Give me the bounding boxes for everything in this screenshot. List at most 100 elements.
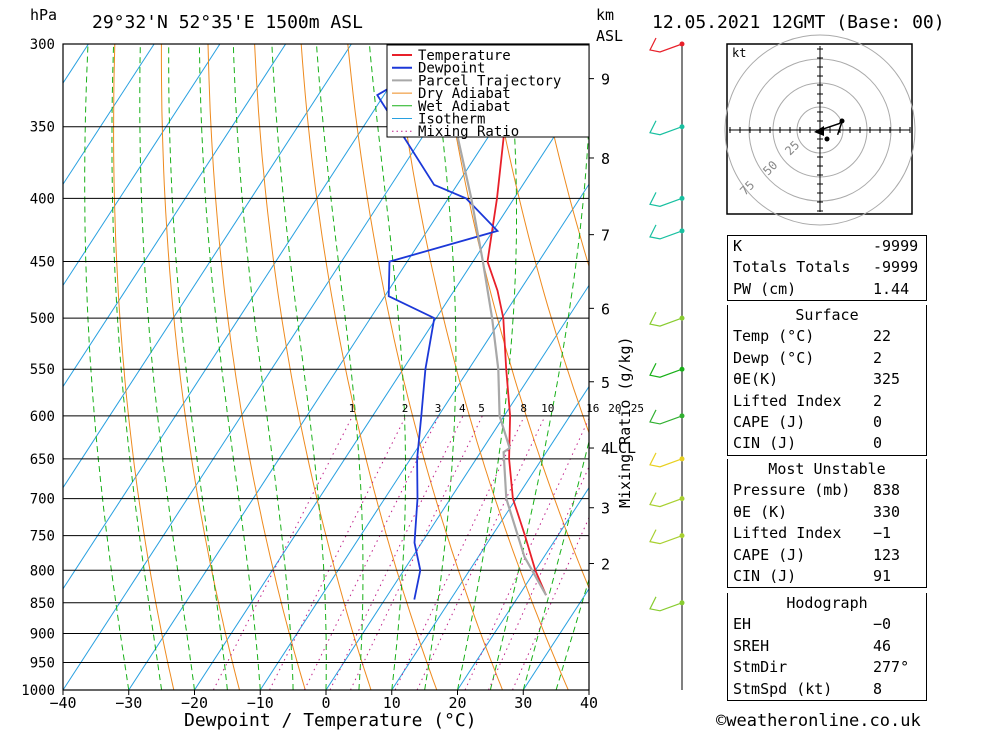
stats-key: StmSpd (kt) xyxy=(733,679,833,698)
stats-row: Lifted Index −1 xyxy=(728,523,926,544)
wind-barb xyxy=(649,192,683,207)
stats-table-title: Hodograph xyxy=(786,594,868,612)
legend-label: Dry Adiabat xyxy=(418,86,511,102)
mixing-ratio-label: 20 xyxy=(608,402,621,415)
stats-key: StmDir xyxy=(733,658,788,677)
stats-value: 330 xyxy=(873,502,901,521)
stats-row: EH −0 xyxy=(728,614,926,635)
wind-barb xyxy=(649,596,683,612)
lcl-label: LCL xyxy=(609,439,636,457)
stats-row: CAPE (J) 123 xyxy=(728,545,926,566)
x-tick-label: −40 xyxy=(49,694,76,712)
legend-label: Dewpoint xyxy=(418,61,485,77)
wet-adiabat-line xyxy=(198,44,261,690)
wind-barb xyxy=(649,409,683,425)
isotherm-line xyxy=(63,44,352,489)
isotherm-line xyxy=(194,82,589,690)
stats-value: 1.44 xyxy=(873,279,910,298)
stats-key: Lifted Index xyxy=(733,524,842,543)
km-tick-label: 5 xyxy=(601,374,610,392)
wind-barb xyxy=(649,37,683,53)
legend-label: Wet Adiabat xyxy=(418,99,511,115)
wet-adiabat-line xyxy=(555,577,589,690)
stats-key: θE(K) xyxy=(733,370,779,389)
pressure-tick-label: 650 xyxy=(30,452,55,468)
stats-value: -9999 xyxy=(873,237,919,255)
stats-key: CIN (J) xyxy=(733,434,797,453)
isotherm-line xyxy=(259,183,589,690)
x-tick-label: 20 xyxy=(448,694,466,712)
mixing-ratio-label: 1 xyxy=(349,402,356,415)
stats-value: -9999 xyxy=(873,258,919,277)
mixing-ratio-axis-title: Mixing Ratio (g/kg) xyxy=(616,336,634,508)
stats-key: Totals Totals xyxy=(733,258,851,277)
x-tick-label: 40 xyxy=(580,694,598,712)
pressure-tick-label: 300 xyxy=(30,37,55,53)
isotherm-line xyxy=(391,385,589,690)
stats-key: Lifted Index xyxy=(733,391,842,410)
dry-adiabat-line xyxy=(160,44,240,690)
legend-label: Isotherm xyxy=(418,112,485,128)
isotherm-line xyxy=(63,44,484,690)
pressure-tick-label: 850 xyxy=(30,596,55,612)
stats-row: SREH 46 xyxy=(728,636,926,657)
stats-key: θE (K) xyxy=(733,502,788,521)
mixing-ratio-line xyxy=(464,417,589,690)
hodograph-point xyxy=(824,136,830,142)
isotherm-line xyxy=(128,44,550,690)
hodograph-ring xyxy=(724,34,916,226)
pressure-tick-label: 450 xyxy=(30,255,55,271)
legend-label: Temperature xyxy=(418,48,511,64)
pressure-tick-label: 550 xyxy=(30,362,55,378)
stats-value: 46 xyxy=(873,636,892,655)
dry-adiabat-line xyxy=(113,44,175,690)
wind-barb xyxy=(649,492,683,508)
plot-frame xyxy=(62,43,590,691)
stats-row: K -9999 xyxy=(728,236,926,257)
km-unit-label: km xyxy=(596,6,614,24)
stats-value: 0 xyxy=(873,434,883,453)
legend-box xyxy=(386,44,590,138)
km-tick-label: 9 xyxy=(601,71,610,89)
datetime-title: 12.05.2021 12GMT (Base: 00) xyxy=(652,12,945,33)
x-tick-label: 10 xyxy=(383,694,401,712)
stats-value: 8 xyxy=(873,679,883,698)
stats-row: θE (K) 330 xyxy=(728,502,926,523)
isotherm-line xyxy=(325,284,589,690)
storm-motion-marker xyxy=(814,126,824,136)
mixing-ratio-label: 2 xyxy=(402,402,409,415)
mixing-ratio-label: 5 xyxy=(478,402,485,415)
stats-value: −0 xyxy=(873,615,892,634)
stats-table: Most Unstable Pressure (mb) 838 θE (K) 330 Li… xyxy=(727,459,927,589)
x-tick-label: −10 xyxy=(247,694,274,712)
stats-value: 0 xyxy=(873,412,883,431)
wet-adiabat-line xyxy=(271,44,327,690)
x-axis-title: Dewpoint / Temperature (°C) xyxy=(184,710,477,731)
pressure-tick-label: 950 xyxy=(30,655,55,671)
stats-value: 22 xyxy=(873,327,892,346)
pressure-tick-label: 1000 xyxy=(21,683,55,699)
pressure-tick-label: 900 xyxy=(30,626,55,642)
stats-row: StmDir 277° xyxy=(728,657,926,678)
pressure-tick-label: 350 xyxy=(30,120,55,136)
x-tick-label: −20 xyxy=(181,694,208,712)
hodograph-unit-label: kt xyxy=(732,46,746,60)
km-tick-label: 4 xyxy=(601,440,610,458)
stats-key: Temp (°C) xyxy=(733,327,815,346)
isotherm-line xyxy=(63,44,155,186)
wind-barb xyxy=(649,362,683,378)
copyright-footer: ©weatheronline.co.uk xyxy=(716,711,921,731)
wind-barb xyxy=(649,120,683,136)
stats-key: PW (cm) xyxy=(733,279,797,298)
stats-row: PW (cm) 1.44 xyxy=(728,279,926,300)
wind-barb xyxy=(649,529,683,545)
stats-key: CAPE (J) xyxy=(733,412,806,431)
dry-adiabat-line xyxy=(954,44,1000,690)
stats-row: Pressure (mb) 838 xyxy=(728,480,926,501)
isotherm-line xyxy=(63,44,287,388)
stats-value: 2 xyxy=(873,348,883,367)
stats-table: Surface Temp (°C) 22 Dewp (°C) 2 θE(K) 325 Lift… xyxy=(727,305,927,456)
stats-table: K -9999 Totals Totals -9999 PW (cm) 1.44 xyxy=(727,235,927,302)
